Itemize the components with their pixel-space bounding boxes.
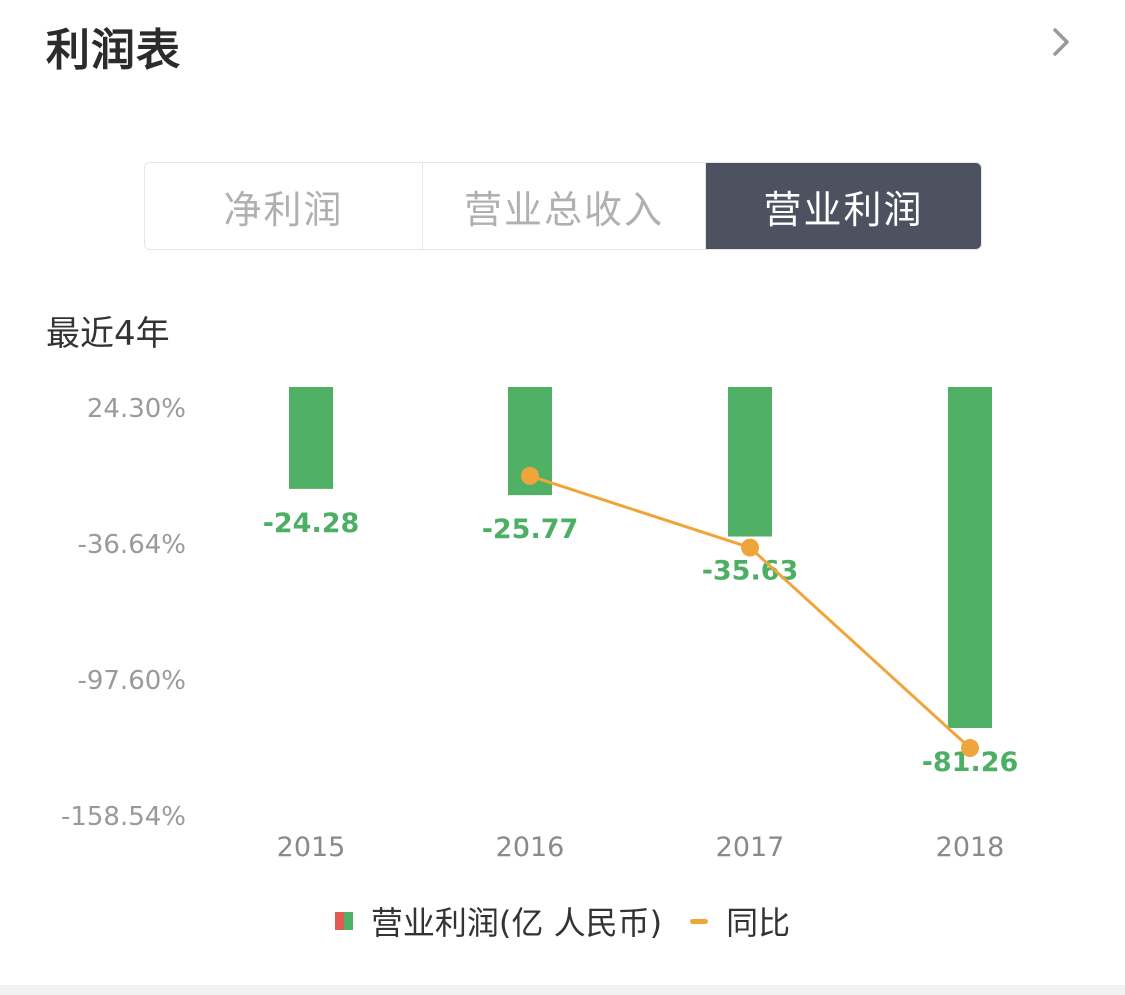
- tab-total-revenue[interactable]: 营业总收入: [422, 163, 705, 249]
- y-tick-label: -97.60%: [77, 666, 186, 696]
- bar-swatch-icon: [334, 912, 353, 930]
- x-tick-label: 2017: [716, 832, 785, 863]
- y-tick-label: 24.30%: [87, 394, 186, 424]
- x-tick-label: 2016: [496, 832, 565, 863]
- chart-legend: 营业利润(亿 人民币) 同比: [0, 896, 1125, 946]
- y-tick-label: -36.64%: [77, 530, 186, 560]
- tab-bar: 净利润 营业总收入 营业利润: [144, 162, 982, 250]
- yoy-point: [521, 466, 539, 485]
- bar-2015: [289, 387, 333, 489]
- data-label-2016: -25.77: [482, 514, 579, 545]
- data-label-2017: -35.63: [702, 556, 799, 587]
- bar-2018: [948, 387, 992, 728]
- chevron-right-icon[interactable]: [1040, 22, 1080, 62]
- legend-line-label: 同比: [726, 904, 791, 942]
- yoy-point: [961, 739, 979, 758]
- x-tick-label: 2015: [277, 832, 346, 863]
- period-label: 最近4年: [46, 314, 170, 354]
- bar-2017: [728, 387, 772, 537]
- legend-bar-label: 营业利润(亿 人民币): [370, 904, 663, 942]
- tab-net-profit[interactable]: 净利润: [223, 187, 344, 232]
- page-title: 利润表: [46, 25, 181, 76]
- line-swatch-icon: [690, 918, 709, 924]
- footer-divider: [0, 985, 1125, 995]
- data-label-2015: -24.28: [263, 508, 360, 539]
- legend-item-bar: 营业利润(亿 人民币): [334, 898, 663, 944]
- tab-operating-profit[interactable]: 营业利润: [705, 163, 981, 249]
- yoy-point: [741, 538, 759, 557]
- x-tick-label: 2018: [936, 832, 1005, 863]
- operating-profit-chart: 24.30% -36.64% -97.60% -158.54% -24.28 2015 -2…: [61, 387, 1018, 863]
- legend-item-line: 同比: [690, 898, 790, 944]
- y-tick-label: -158.54%: [61, 802, 186, 832]
